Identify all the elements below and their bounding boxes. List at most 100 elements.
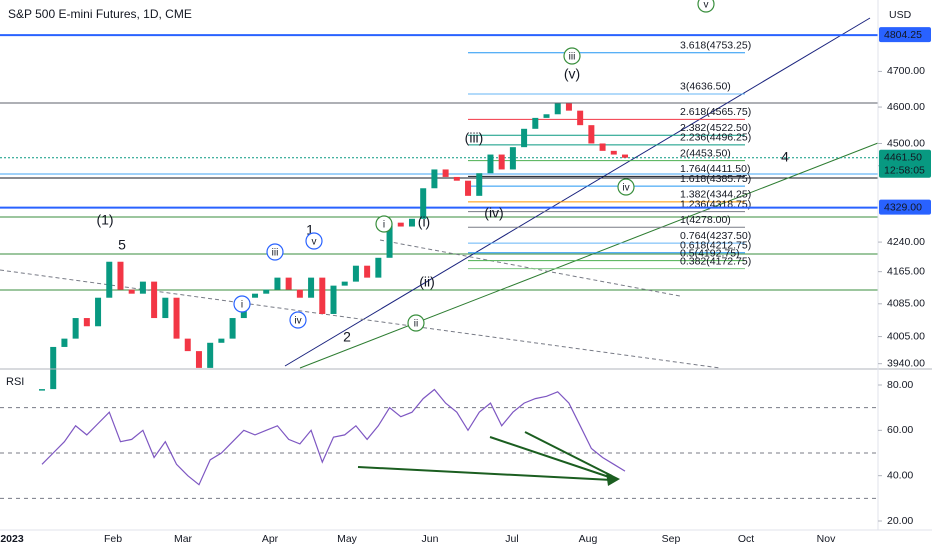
x-tick-label: Jul bbox=[505, 533, 518, 545]
wave-label: ii bbox=[414, 319, 418, 330]
x-tick-label: Aug bbox=[579, 533, 598, 545]
x-tick-label: Nov bbox=[817, 533, 836, 545]
x-tick-label: Apr bbox=[262, 533, 279, 545]
candle bbox=[487, 154, 494, 174]
candle bbox=[465, 180, 472, 196]
candle bbox=[229, 318, 236, 339]
candle bbox=[252, 293, 259, 298]
candle bbox=[274, 277, 281, 290]
wave-circle bbox=[289, 311, 307, 329]
candle bbox=[375, 257, 382, 278]
candle bbox=[151, 281, 158, 319]
fib-label: 0.764(4237.50) bbox=[680, 230, 751, 242]
candle bbox=[207, 342, 214, 368]
candle bbox=[139, 281, 146, 294]
candle bbox=[408, 218, 415, 227]
candle bbox=[543, 114, 550, 118]
wave-label: i bbox=[241, 300, 243, 311]
fib-label: 0.618(4212.75) bbox=[680, 240, 751, 252]
candle bbox=[263, 289, 270, 294]
wave-label: iv bbox=[622, 183, 629, 194]
trend-line bbox=[284, 17, 871, 367]
candle bbox=[61, 338, 68, 347]
wave-circle bbox=[375, 215, 393, 233]
candle bbox=[577, 110, 584, 126]
wave-label: 1 bbox=[306, 222, 314, 238]
fib-label: 3(4636.50) bbox=[680, 81, 731, 93]
candle bbox=[308, 277, 315, 298]
x-tick-label: Mar bbox=[174, 533, 193, 545]
fib-label: 1.618(4385.75) bbox=[680, 173, 751, 185]
candle bbox=[521, 128, 528, 148]
candle bbox=[218, 338, 225, 343]
wave-circle bbox=[407, 314, 425, 332]
wave-circle bbox=[233, 295, 251, 313]
wave-label: i bbox=[383, 220, 385, 231]
fib-label: 0.382(4172.75) bbox=[680, 255, 751, 267]
arrow-head bbox=[606, 472, 620, 486]
fib-label: 1(4278.00) bbox=[680, 214, 731, 226]
candle bbox=[173, 297, 180, 339]
header-bg bbox=[4, 4, 204, 24]
candle bbox=[83, 318, 90, 327]
wave-label: (i) bbox=[418, 214, 430, 230]
candle bbox=[442, 169, 449, 177]
wave-label: 2 bbox=[343, 329, 351, 345]
candle bbox=[39, 389, 45, 391]
candle bbox=[72, 318, 79, 339]
x-tick-label: 2023 bbox=[0, 533, 24, 545]
price-badge bbox=[879, 27, 931, 43]
currency: USD bbox=[889, 9, 912, 21]
candle bbox=[532, 117, 539, 129]
x-tick-label: May bbox=[337, 533, 358, 545]
price-badge-label: 4461.50 bbox=[884, 151, 922, 163]
arrow bbox=[524, 431, 613, 477]
wave-label: 4 bbox=[781, 149, 789, 165]
price-badge bbox=[879, 149, 931, 178]
wave-label: (v) bbox=[564, 66, 580, 82]
x-tick-label: Sep bbox=[662, 533, 681, 545]
fib-label: 2.236(4496.25) bbox=[680, 132, 751, 144]
fib-label: 0.5(4192.75) bbox=[680, 247, 740, 259]
rsi-tick-label: 40.00 bbox=[887, 469, 913, 481]
wave-label: (ii) bbox=[419, 274, 435, 290]
fib-label: 2.382(4522.50) bbox=[680, 122, 751, 134]
fib-label: 1.764(4411.50) bbox=[680, 163, 750, 175]
fib-label: 3.618(4753.25) bbox=[680, 40, 751, 52]
wave-circle bbox=[305, 232, 323, 250]
candle bbox=[184, 338, 191, 352]
candle bbox=[106, 261, 113, 298]
candle bbox=[352, 265, 359, 282]
candle bbox=[431, 169, 438, 189]
wave-circle bbox=[563, 47, 581, 65]
wave-label: iii bbox=[569, 52, 576, 63]
rsi-title: RSI bbox=[6, 376, 24, 388]
candle bbox=[162, 297, 169, 319]
candle bbox=[420, 188, 427, 219]
candle bbox=[50, 346, 57, 390]
y-tick-label: 3940.00 bbox=[887, 357, 925, 369]
candle bbox=[285, 277, 292, 290]
candle bbox=[128, 289, 135, 294]
y-tick-label: 4165.00 bbox=[887, 265, 925, 277]
wave-label: v bbox=[704, 0, 709, 11]
candle bbox=[195, 351, 202, 368]
candle bbox=[341, 281, 348, 286]
header-title: S&P 500 E-mini Futures, 1D, CME bbox=[8, 7, 192, 21]
candle bbox=[453, 176, 460, 181]
candle bbox=[610, 150, 617, 155]
x-tick-label: Oct bbox=[738, 533, 754, 545]
candle bbox=[364, 265, 371, 278]
wave-circle bbox=[266, 243, 284, 261]
candle bbox=[498, 154, 505, 170]
candle bbox=[319, 277, 326, 314]
candle bbox=[330, 285, 337, 314]
price-pane: 3.618(4753.25) 3(4636.50) 2.618(4565.75) 2.… bbox=[0, 0, 878, 391]
y-tick-label: 4005.00 bbox=[887, 330, 925, 342]
wave-label: 5 bbox=[118, 237, 126, 253]
x-tick-label: Feb bbox=[104, 533, 122, 545]
price-badge-label: 4804.25 bbox=[884, 29, 922, 41]
rsi-pane bbox=[0, 388, 878, 499]
fib-label: 1.382(4344.25) bbox=[680, 189, 751, 201]
candle bbox=[588, 125, 595, 144]
